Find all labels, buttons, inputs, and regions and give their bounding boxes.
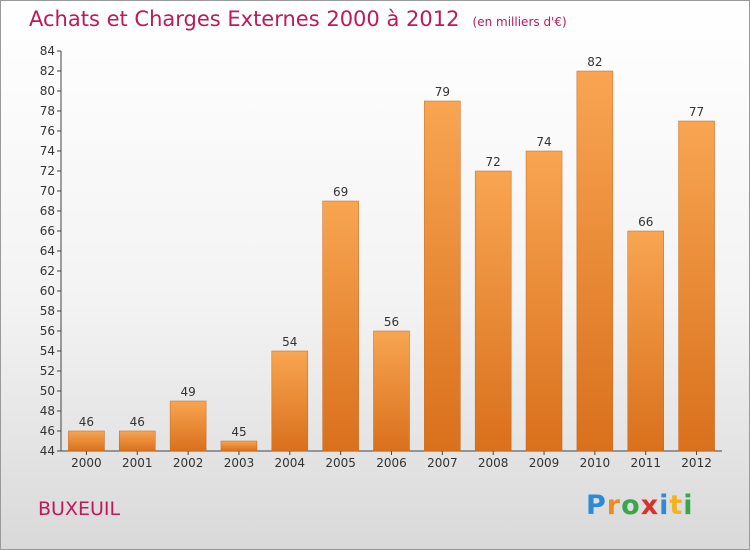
y-tick-label: 72 (40, 164, 55, 178)
bar (678, 120, 715, 452)
data-label: 69 (333, 185, 348, 199)
x-tick-label: 2008 (478, 456, 509, 470)
logo-letter: o (621, 490, 641, 521)
bar (322, 200, 359, 452)
data-label: 79 (435, 85, 450, 99)
bar (474, 170, 512, 452)
y-tick-label: 58 (40, 304, 55, 318)
proxiti-logo: Proxiti (586, 490, 694, 521)
x-tick-label: 2004 (275, 456, 306, 470)
y-tick-label: 44 (40, 444, 55, 458)
y-tick-label: 80 (40, 84, 55, 98)
bar (373, 330, 410, 452)
x-tick-label: 2007 (427, 456, 458, 470)
logo-letter: t (669, 490, 684, 521)
x-tick-label: 2010 (580, 456, 611, 470)
bar (271, 350, 309, 452)
x-tick-label: 2012 (681, 456, 712, 470)
bar (220, 440, 258, 452)
data-label: 46 (79, 415, 94, 429)
bar (627, 230, 664, 452)
y-tick-label: 52 (40, 364, 55, 378)
data-label: 66 (638, 215, 653, 229)
x-tick-label: 2005 (325, 456, 356, 470)
bar (68, 430, 105, 452)
y-tick-label: 70 (40, 184, 55, 198)
data-label: 74 (536, 135, 551, 149)
x-tick-label: 2011 (630, 456, 661, 470)
x-tick-label: 2002 (173, 456, 204, 470)
data-label: 77 (689, 105, 704, 119)
data-label: 72 (486, 155, 501, 169)
x-tick-label: 2000 (71, 456, 102, 470)
y-tick-label: 60 (40, 284, 55, 298)
data-label: 82 (587, 55, 602, 69)
data-label: 56 (384, 315, 399, 329)
x-tick-label: 2009 (529, 456, 560, 470)
y-tick-label: 62 (40, 264, 55, 278)
data-label: 49 (180, 385, 195, 399)
data-label: 46 (130, 415, 145, 429)
x-tick-label: 2003 (224, 456, 255, 470)
bar (525, 150, 563, 452)
y-tick-label: 84 (40, 44, 55, 58)
bar (424, 100, 461, 452)
y-tick-label: 82 (40, 64, 55, 78)
y-tick-label: 66 (40, 224, 55, 238)
y-tick-label: 48 (40, 404, 55, 418)
title-row: Achats et Charges Externes 2000 à 2012 (… (29, 7, 567, 31)
logo-letter: i (659, 490, 670, 521)
bar (169, 400, 207, 452)
y-tick-label: 54 (40, 344, 55, 358)
bar (119, 430, 156, 452)
y-tick-label: 74 (40, 144, 55, 158)
y-tick-label: 50 (40, 384, 55, 398)
labels: 2000 46 2001 46 2002 49 2003 45 2004 54 2005 69 2006… (71, 55, 712, 470)
logo-letter: P (586, 490, 607, 521)
bars (68, 70, 715, 452)
place-name: BUXEUIL (38, 498, 121, 520)
logo-letter: i (683, 490, 694, 521)
logo-letter: x (640, 490, 660, 521)
data-label: 45 (231, 425, 246, 439)
chart-subtitle: (en milliers d'€) (472, 15, 567, 29)
axes: 44 46 48 50 52 54 56 58 60 62 64 66 68 70 72 74 76 78 80 82… (40, 44, 722, 458)
x-tick-label: 2001 (122, 456, 153, 470)
x-tick-label: 2006 (376, 456, 407, 470)
bar (576, 70, 614, 452)
y-tick-label: 76 (40, 124, 55, 138)
y-tick-label: 68 (40, 204, 55, 218)
y-tick-label: 78 (40, 104, 55, 118)
data-label: 54 (282, 335, 297, 349)
logo-letter: r (606, 490, 622, 521)
y-tick-label: 46 (40, 424, 55, 438)
y-tick-label: 56 (40, 324, 55, 338)
y-tick-label: 64 (40, 244, 55, 258)
chart-title: Achats et Charges Externes 2000 à 2012 (29, 7, 460, 31)
